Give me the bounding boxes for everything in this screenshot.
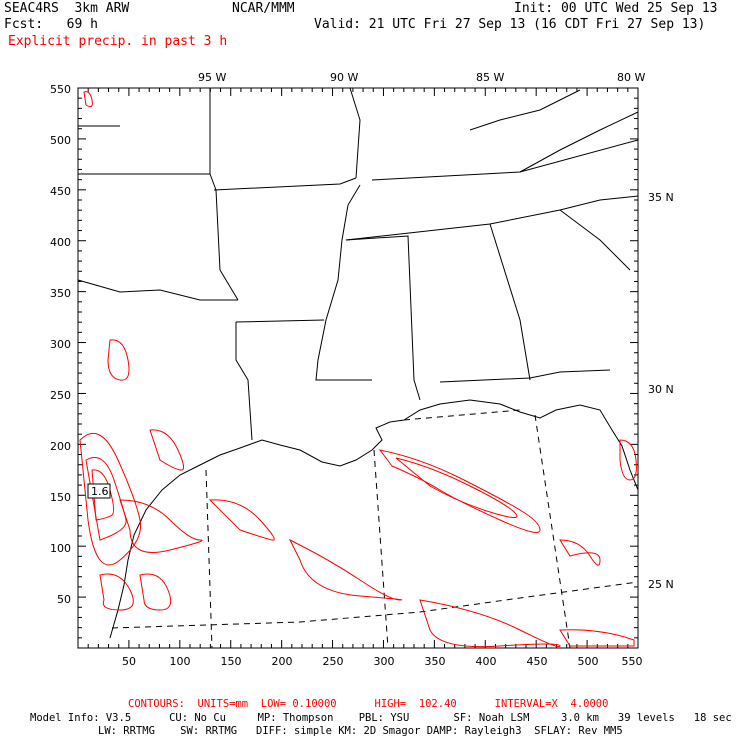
precip-contour [395, 457, 518, 518]
x-tick-550: 550 [622, 655, 643, 668]
state-line-ky-va [519, 111, 639, 173]
init-time: Init: 00 UTC Wed 25 Sep 13 [514, 1, 718, 16]
precip-contour [419, 599, 561, 648]
y-tick-200: 200 [50, 440, 71, 453]
y-tick-250: 250 [50, 389, 71, 402]
x-tick-150: 150 [221, 655, 242, 668]
forecast-hour: Fcst: 69 h [4, 17, 98, 32]
state-line-ok-ar [209, 173, 239, 301]
y-tick-300: 300 [50, 338, 71, 351]
state-line-al-ga [489, 223, 531, 381]
dashed-line-east [534, 414, 571, 649]
precip-contour [79, 432, 142, 566]
org-title: NCAR/MMM [232, 1, 295, 16]
x-tick-50: 50 [122, 655, 136, 668]
dashed-line-south [111, 581, 639, 629]
lon-label-85w: 85 W [476, 71, 504, 84]
state-line-ar-la [235, 319, 325, 323]
dashed-line-west [205, 469, 213, 649]
precip-contour [91, 469, 115, 521]
y-tick-350: 350 [50, 287, 71, 300]
dashed-line-central [373, 449, 389, 649]
axis-ticks [77, 87, 639, 649]
precip-contour [559, 629, 635, 647]
field-title: Explicit precip. in past 3 h [8, 34, 228, 49]
model-title: SEAC4RS 3km ARW [4, 1, 130, 16]
lat-label-25n: 25 N [648, 578, 674, 591]
precip-contour [119, 499, 203, 553]
precip-contour [208, 499, 275, 541]
y-tick-150: 150 [50, 491, 71, 504]
contour-label: 1.6 [91, 485, 109, 498]
x-tick-350: 350 [425, 655, 446, 668]
precip-contour [619, 439, 637, 481]
state-line-tn-south [345, 209, 561, 241]
x-tick-450: 450 [527, 655, 548, 668]
x-tick-250: 250 [323, 655, 344, 668]
precip-contour [378, 449, 541, 533]
y-tick-100: 100 [50, 542, 71, 555]
precip-contour [99, 573, 134, 611]
x-tick-200: 200 [272, 655, 293, 668]
state-line-tx-ok [78, 88, 211, 175]
state-line-fl-ga [439, 369, 611, 383]
lon-label-90w: 90 W [330, 71, 358, 84]
dashed-line-gulf-top [403, 409, 521, 421]
x-tick-300: 300 [374, 655, 395, 668]
state-line-tn-ky [371, 139, 639, 181]
contours-info: CONTOURS: UNITS=mm LOW= 0.10000 HIGH= 10… [128, 698, 609, 710]
state-line-ga-sc [559, 209, 631, 271]
state-line-ok-tx-red [77, 279, 238, 301]
map-frame [77, 87, 639, 649]
y-tick-50: 50 [57, 593, 71, 606]
valid-time: Valid: 21 UTC Fri 27 Sep 13 (16 CDT Fri … [314, 17, 706, 32]
y-tick-550: 550 [50, 83, 71, 96]
contour-label-box [87, 483, 111, 499]
precip-contour [83, 91, 93, 108]
y-tick-400: 400 [50, 236, 71, 249]
precip-contour [107, 339, 130, 381]
state-boundaries [77, 87, 639, 639]
model-info-line-2: LW: RRTMG SW: RRTMG DIFF: simple KM: 2D … [98, 725, 623, 737]
precip-contour [139, 573, 172, 611]
x-tick-500: 500 [578, 655, 599, 668]
lat-label-35n: 35 N [648, 191, 674, 204]
precip-contour [149, 429, 184, 471]
state-line-ar-mo [213, 177, 357, 191]
y-tick-450: 450 [50, 185, 71, 198]
state-line-tx-la [235, 322, 253, 441]
lon-label-95w: 95 W [198, 71, 226, 84]
mississippi-river [315, 87, 372, 381]
model-info-line-1: Model Info: V3.5 CU: No Cu MP: Thompson … [30, 712, 732, 724]
lat-label-30n: 30 N [648, 383, 674, 396]
state-line-nc-tn [559, 195, 639, 211]
precip-contour [288, 538, 403, 601]
precip-contour [559, 539, 601, 566]
state-line-ky-oh [469, 89, 581, 131]
state-line-ms-al [345, 235, 421, 401]
coastline [109, 399, 639, 639]
dashed-boundaries [111, 409, 639, 649]
precip-contours [79, 91, 637, 648]
x-tick-400: 400 [476, 655, 497, 668]
lon-label-80w: 80 W [617, 71, 645, 84]
y-tick-500: 500 [50, 134, 71, 147]
x-tick-100: 100 [170, 655, 191, 668]
